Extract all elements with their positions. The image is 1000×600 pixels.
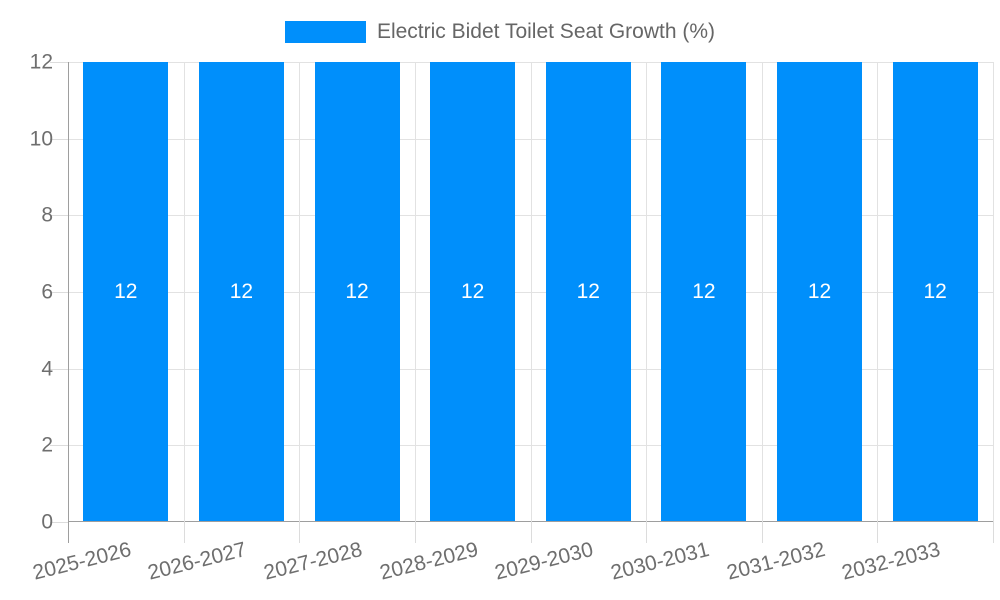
bar-value-label: 12 bbox=[692, 280, 716, 303]
bar-2032-2033[interactable]: 12 bbox=[892, 62, 978, 522]
y-tick-label: 12 bbox=[29, 50, 53, 74]
x-tick-mark bbox=[646, 521, 648, 543]
gridline-vertical bbox=[299, 62, 301, 522]
y-axis-line bbox=[68, 62, 69, 543]
bar-2029-2030[interactable]: 12 bbox=[545, 62, 631, 522]
gridline-vertical bbox=[646, 62, 648, 522]
y-tick-label: 6 bbox=[41, 280, 53, 304]
bar-value-label: 12 bbox=[923, 280, 947, 303]
bar-2027-2028[interactable]: 12 bbox=[314, 62, 400, 522]
bar-2028-2029[interactable]: 12 bbox=[430, 62, 516, 522]
bar-2030-2031[interactable]: 12 bbox=[661, 62, 747, 522]
gridline-vertical bbox=[183, 62, 185, 522]
y-tick-label: 4 bbox=[41, 357, 53, 381]
y-tick-label: 10 bbox=[29, 127, 53, 151]
bar-2031-2032[interactable]: 12 bbox=[777, 62, 863, 522]
gridline-vertical bbox=[414, 62, 416, 522]
bar-value-label: 12 bbox=[576, 280, 600, 303]
y-tick-label: 8 bbox=[41, 203, 53, 227]
y-tick-mark bbox=[50, 62, 68, 63]
bar-value-label: 12 bbox=[114, 280, 138, 303]
y-tick-mark bbox=[50, 368, 68, 370]
gridline-vertical bbox=[530, 62, 532, 522]
x-tick-mark bbox=[414, 521, 416, 543]
x-tick-mark bbox=[530, 521, 532, 543]
bar-value-label: 12 bbox=[229, 280, 254, 303]
bar-2026-2027[interactable]: 12 bbox=[198, 62, 284, 522]
legend-label: Electric Bidet Toilet Seat Growth (%) bbox=[376, 20, 716, 43]
x-tick-mark bbox=[761, 521, 763, 543]
gridline-vertical bbox=[761, 62, 763, 522]
gridline-vertical bbox=[877, 62, 879, 522]
gridline-vertical bbox=[993, 62, 994, 522]
bar-value-label: 12 bbox=[345, 280, 369, 303]
legend-swatch-icon bbox=[284, 21, 366, 43]
y-tick-label: 2 bbox=[41, 433, 53, 457]
y-tick-mark bbox=[50, 522, 68, 523]
x-tick-mark bbox=[877, 521, 879, 543]
y-tick-mark bbox=[50, 445, 68, 447]
plot-area: 12 12 12 12 12 12 12 12 bbox=[68, 62, 993, 522]
bar-value-label: 12 bbox=[807, 280, 832, 303]
y-tick-mark bbox=[50, 292, 68, 293]
bar-value-label: 12 bbox=[461, 280, 485, 303]
y-tick-label: 0 bbox=[41, 510, 53, 534]
y-tick-mark bbox=[50, 215, 68, 217]
y-tick-mark bbox=[50, 138, 68, 140]
bar-2025-2026[interactable]: 12 bbox=[83, 62, 169, 522]
chart-legend[interactable]: Electric Bidet Toilet Seat Growth (%) bbox=[0, 20, 1000, 44]
x-tick-mark bbox=[299, 521, 301, 543]
x-tick-mark bbox=[993, 521, 994, 543]
x-tick-mark bbox=[183, 521, 185, 543]
